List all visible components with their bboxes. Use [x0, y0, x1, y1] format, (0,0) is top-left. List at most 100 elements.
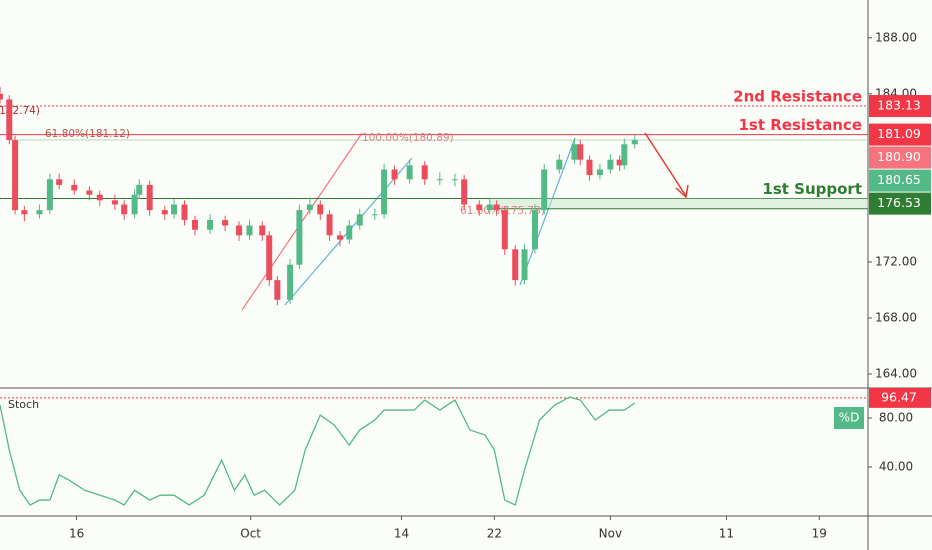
- candle-body: [296, 210, 303, 265]
- candle-body: [266, 235, 273, 281]
- fib-label: 61.80%(181.12): [45, 128, 130, 140]
- fib-label: (182.74): [0, 105, 40, 117]
- candle-body: [421, 165, 428, 180]
- x-tick-label: Oct: [240, 527, 261, 541]
- candle-body: [512, 249, 519, 281]
- price-tag-label: 180.90: [877, 149, 921, 164]
- candle-body: [171, 204, 178, 215]
- candle-body: [274, 280, 281, 300]
- price-tag-label: 180.65: [877, 172, 921, 187]
- x-tick-label: 14: [394, 527, 409, 541]
- candle-body: [346, 225, 353, 240]
- candle-body: [36, 210, 43, 215]
- candle-body: [259, 225, 266, 236]
- candle-body: [607, 159, 614, 170]
- candle-body: [21, 210, 28, 215]
- candle-body: [46, 179, 53, 211]
- price-tag: [869, 192, 931, 215]
- arrow: [644, 132, 687, 197]
- candle-body: [356, 214, 363, 226]
- candle-body: [493, 204, 500, 211]
- candle-body: [486, 204, 493, 211]
- y-tick-label: 168.00: [875, 310, 917, 324]
- price-tag: [869, 146, 931, 169]
- candle-body: [222, 219, 229, 226]
- candle-body: [207, 219, 214, 230]
- candle-body: [531, 210, 538, 250]
- candle-body: [381, 169, 388, 215]
- candle-body: [136, 184, 143, 195]
- trend-line: [519, 137, 576, 286]
- candle-body: [12, 140, 19, 211]
- candle-body: [306, 204, 313, 211]
- candle-body: [86, 190, 93, 195]
- x-tick-label: 19: [812, 527, 827, 541]
- candle-body: [451, 179, 458, 181]
- candle-body: [236, 225, 243, 236]
- price-tag: [869, 95, 931, 118]
- candle-body: [541, 169, 548, 211]
- candle-body: [621, 144, 628, 166]
- candle-body: [111, 200, 118, 205]
- legend-box: [834, 407, 864, 429]
- y-tick-label: 40.00: [879, 460, 913, 474]
- candle-body: [131, 194, 138, 215]
- candle-body: [71, 184, 78, 191]
- candle-body: [391, 169, 398, 180]
- y-tick-label: 164.00: [875, 366, 917, 380]
- candle-body: [287, 264, 294, 300]
- candle-body: [616, 159, 623, 166]
- candle-body: [371, 214, 378, 216]
- candle-body: [56, 179, 63, 185]
- candle-body: [406, 165, 413, 180]
- price-tag-label: 181.09: [877, 126, 921, 141]
- y-tick-label: 80.00: [879, 411, 913, 425]
- candle-body: [6, 99, 13, 141]
- level-label: 1st Resistance: [738, 116, 862, 134]
- candle-body: [326, 214, 333, 236]
- candle-body: [121, 204, 128, 215]
- price-tag-label: 176.53: [877, 195, 921, 210]
- y-tick-label: 188.00: [875, 30, 917, 44]
- candle-body: [461, 179, 468, 205]
- candle-body: [521, 249, 528, 281]
- stoch-line: [0, 396, 636, 506]
- arrow-head: [675, 184, 689, 199]
- x-tick-label: 22: [487, 527, 502, 541]
- price-tag: [869, 123, 931, 146]
- candle-body: [476, 204, 483, 211]
- candle-body: [436, 179, 443, 181]
- legend-label: %D: [839, 411, 860, 425]
- candle-body: [0, 93, 3, 100]
- indicator-title: Stoch: [8, 398, 39, 411]
- y-tick-label: 172.00: [875, 254, 917, 268]
- x-tick-label: Nov: [599, 527, 622, 541]
- level-label: 2nd Resistance: [733, 88, 862, 106]
- candle-body: [501, 210, 508, 250]
- candle-body: [146, 184, 153, 211]
- price-tag: [869, 387, 931, 408]
- price-tag-label: 183.13: [877, 98, 921, 113]
- candle-body: [337, 235, 344, 240]
- price-tag: [869, 169, 931, 192]
- candle-body: [631, 140, 638, 145]
- candle-body: [596, 169, 603, 176]
- x-tick-label: 11: [719, 527, 734, 541]
- candle-body: [191, 219, 198, 230]
- candle-body: [317, 204, 324, 215]
- price-tag-label: 96.47: [881, 389, 917, 404]
- candle-body: [571, 144, 578, 160]
- candle-body: [556, 159, 563, 170]
- candle-body: [181, 204, 188, 220]
- candle-body: [586, 159, 593, 176]
- candle-body: [96, 194, 103, 201]
- level-label: 1st Support: [762, 180, 862, 198]
- fib-label: 100.00%(180.89): [362, 132, 454, 144]
- x-tick-label: 16: [69, 527, 84, 541]
- candle-body: [246, 225, 253, 236]
- support-zone: [490, 198, 868, 209]
- candle-body: [161, 210, 168, 215]
- candle-body: [577, 144, 584, 160]
